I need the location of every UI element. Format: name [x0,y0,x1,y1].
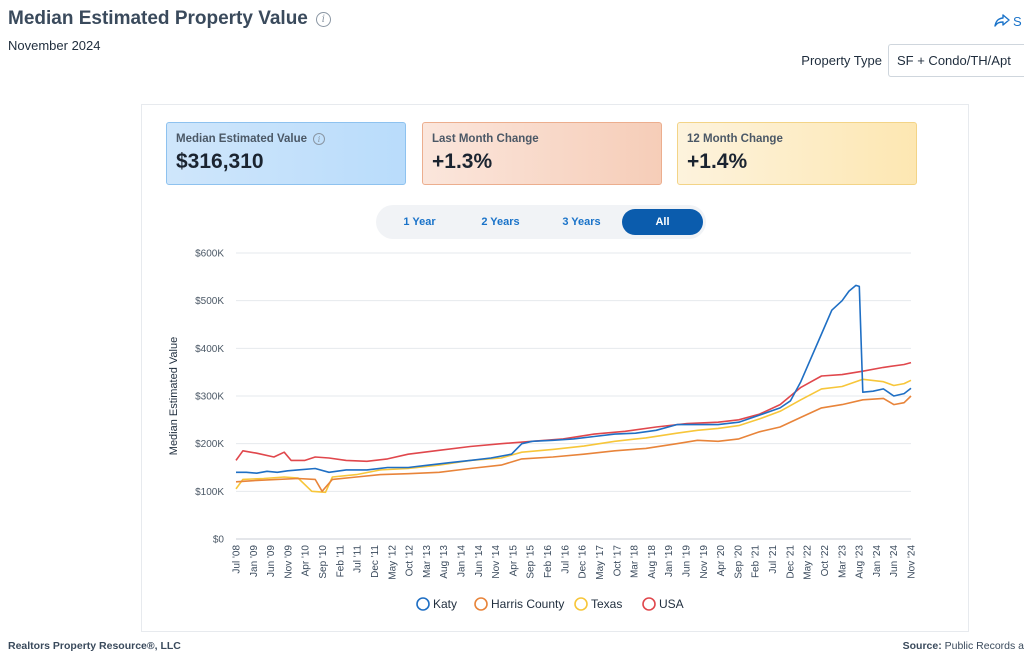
page-title-text: Median Estimated Property Value [8,8,308,29]
kpi-value: +1.4% [687,150,748,173]
page-title: Median Estimated Property Value i [8,8,331,30]
property-type-control: Property Type SF + Condo/TH/Apt [801,44,1024,77]
share-icon [994,14,1010,27]
footer-source-text: Public Records a [944,640,1024,652]
share-button[interactable]: S [994,10,1024,32]
kpi-12-month-change: 12 Month Change +1.4% [677,122,917,185]
property-type-label: Property Type [801,53,882,68]
footer-copyright: Realtors Property Resource®, LLC [8,640,181,652]
info-icon[interactable]: i [313,133,326,145]
kpi-last-month-change: Last Month Change +1.3% [422,122,662,185]
footer-source-label: Source: [902,640,942,652]
kpi-value: $316,310 [176,150,264,173]
page-subtitle: November 2024 [8,38,101,53]
kpi-label: Median Estimated Value i [176,133,396,145]
kpi-label-text: Median Estimated Value [176,133,308,145]
kpi-label: Last Month Change [432,133,539,145]
tab-1-year[interactable]: 1 Year [403,216,436,228]
footer-source: Source: Public Records a [903,640,1024,652]
tab-2-years[interactable]: 2 Years [481,216,520,228]
kpi-label: 12 Month Change [687,133,783,145]
chart-card: Median Estimated Value i $316,310 Last M… [141,104,969,632]
time-range-tabs: 1 Year 2 Years 3 Years All [376,205,706,239]
tab-3-years[interactable]: 3 Years [562,216,601,228]
property-type-select[interactable]: SF + Condo/TH/Apt [888,44,1024,77]
info-icon[interactable]: i [315,11,331,27]
kpi-median-value: Median Estimated Value i $316,310 [166,122,406,185]
kpi-value: +1.3% [432,150,493,173]
share-label: S [1013,13,1022,29]
tab-all[interactable]: All [622,209,703,235]
